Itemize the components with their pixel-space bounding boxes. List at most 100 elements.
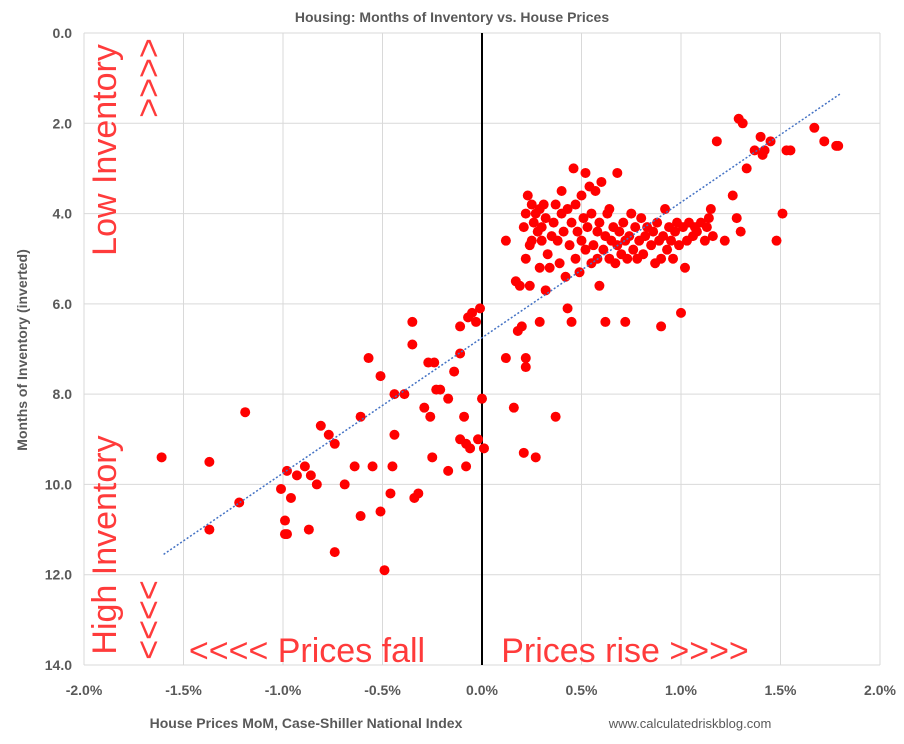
data-point (556, 186, 567, 196)
y-tick-label: 4.0 (53, 206, 73, 222)
data-point (548, 217, 559, 228)
data-point (604, 204, 615, 215)
x-tick-label: -1.0% (265, 682, 302, 698)
data-point (638, 249, 649, 260)
data-point (467, 307, 478, 318)
trend-line (163, 93, 841, 556)
data-point (379, 565, 390, 576)
data-point (459, 411, 470, 422)
data-point (785, 145, 796, 156)
high-inventory-annotation: High Inventory (86, 435, 124, 654)
data-point (640, 231, 651, 242)
data-point (662, 244, 673, 255)
data-point (471, 316, 482, 327)
data-point (329, 438, 340, 449)
data-point (636, 213, 647, 224)
data-point (500, 353, 511, 364)
data-point (355, 511, 366, 522)
chart-title: Housing: Months of Inventory vs. House P… (295, 9, 609, 25)
data-point (558, 226, 569, 237)
data-point (276, 483, 287, 494)
x-tick-label: -0.5% (364, 682, 401, 698)
data-point (570, 253, 581, 264)
y-tick-label: 12.0 (45, 567, 72, 583)
data-point (731, 213, 742, 224)
data-point (550, 411, 561, 422)
y-tick-label: 14.0 (45, 657, 72, 673)
data-point (520, 353, 531, 364)
data-point (465, 443, 476, 454)
x-tick-label: 1.0% (665, 682, 697, 698)
data-point (620, 316, 631, 327)
data-point (564, 240, 575, 251)
data-point (385, 488, 396, 499)
data-point (240, 407, 251, 418)
y-tick-label: 8.0 (53, 386, 73, 402)
data-point (473, 434, 484, 445)
data-point (592, 226, 603, 237)
prices-fall-annotation: <<<< Prices fall (189, 632, 425, 670)
data-point (668, 253, 679, 264)
data-point (691, 226, 702, 237)
data-point (204, 524, 215, 535)
data-point (534, 316, 545, 327)
data-point (610, 258, 621, 269)
x-axis-label: House Prices MoM, Case-Shiller National … (150, 715, 463, 731)
data-point (711, 136, 722, 147)
data-point (727, 190, 738, 201)
data-point (648, 226, 659, 237)
data-point (771, 235, 782, 246)
data-point (624, 231, 635, 242)
data-point (652, 217, 663, 228)
x-tick-label: 0.0% (466, 682, 498, 698)
data-point (407, 316, 418, 327)
data-point (524, 280, 535, 291)
data-point (586, 208, 597, 219)
data-point (574, 267, 585, 278)
data-point (596, 176, 607, 187)
data-point (526, 235, 537, 246)
y-tick-labels: 0.0 2.0 4.0 6.0 8.0 10.0 12.0 14.0 (45, 25, 72, 673)
data-point (737, 118, 748, 129)
data-point (819, 136, 830, 147)
data-point (455, 348, 466, 359)
data-point (475, 303, 486, 314)
data-point (508, 402, 519, 413)
data-point (389, 429, 400, 440)
data-point (413, 488, 424, 499)
low-inventory-arrows: >>>> (130, 38, 168, 117)
data-point (234, 497, 245, 508)
data-point (518, 222, 529, 233)
data-point (622, 253, 633, 264)
data-point (628, 244, 639, 255)
data-point (705, 204, 716, 215)
data-point (526, 199, 537, 210)
data-point (536, 235, 547, 246)
data-point (518, 447, 529, 458)
data-point (461, 461, 472, 472)
data-point (594, 217, 605, 228)
data-point (679, 262, 690, 273)
data-point (600, 316, 611, 327)
x-tick-label: -2.0% (66, 682, 103, 698)
data-point (578, 213, 589, 224)
data-point (425, 411, 436, 422)
data-point (478, 443, 489, 454)
data-point (367, 461, 378, 472)
x-tick-label: -1.5% (165, 682, 202, 698)
data-point (305, 470, 316, 481)
data-point (656, 253, 667, 264)
data-point (303, 524, 314, 535)
data-point (536, 222, 547, 233)
data-point (614, 226, 625, 237)
data-point (833, 140, 844, 151)
data-point (580, 167, 591, 178)
data-point (530, 452, 541, 463)
data-point (719, 235, 730, 246)
data-point (516, 321, 527, 332)
data-point (389, 389, 400, 400)
data-point (329, 547, 340, 558)
data-point (598, 244, 609, 255)
data-point (540, 213, 551, 224)
